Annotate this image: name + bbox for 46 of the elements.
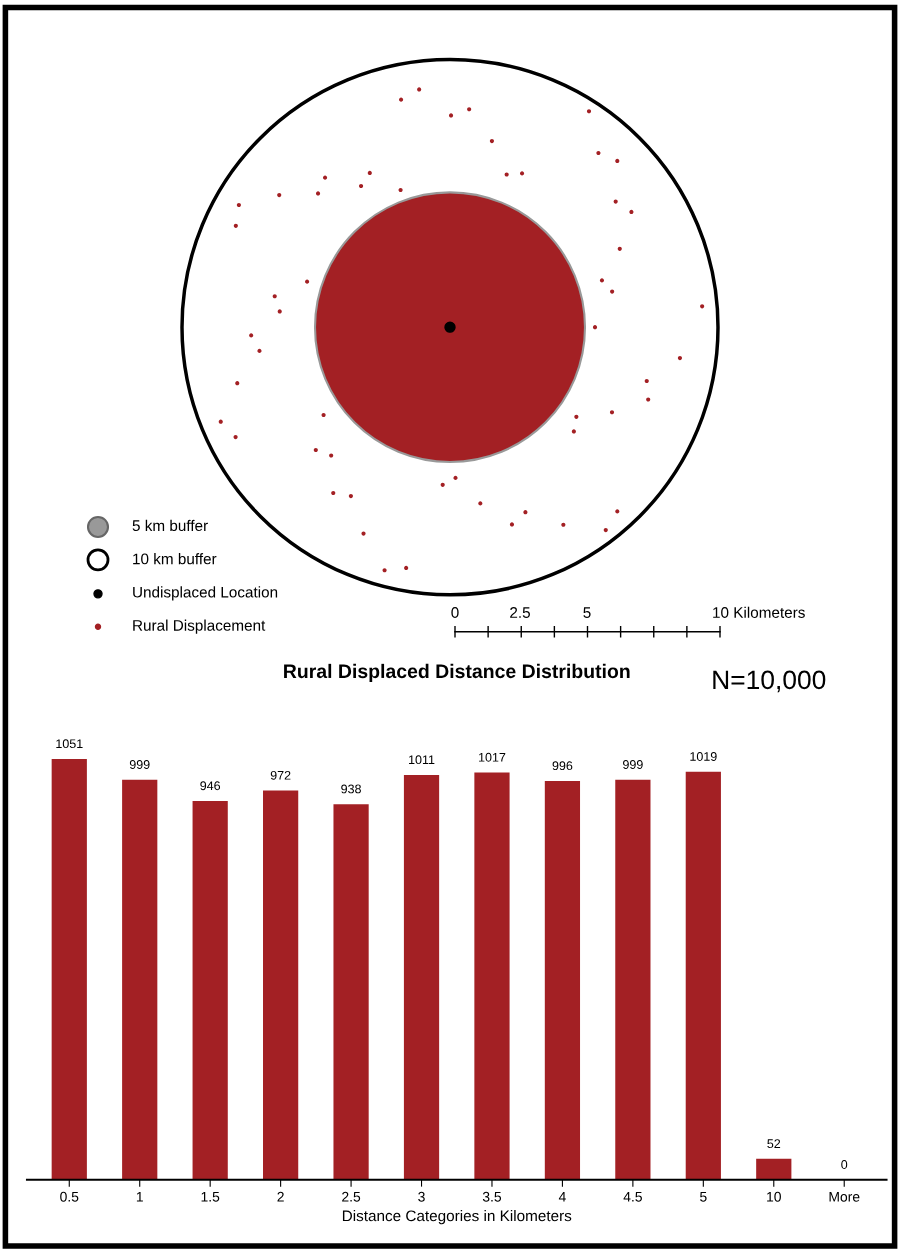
text: 2.5 xyxy=(510,607,530,618)
data-label: 999 xyxy=(129,760,150,769)
x-tick-label: 4 xyxy=(558,1192,566,1202)
data-label: 0 xyxy=(841,1160,848,1169)
text: Rural Displacement xyxy=(133,619,266,634)
data-label: 1051 xyxy=(56,739,83,749)
x-tick-label: 3 xyxy=(418,1191,425,1202)
x-tick-label: 5 xyxy=(700,1192,707,1202)
data-label: 996 xyxy=(552,761,573,771)
x-axis-title: Distance Categories in Kilometers xyxy=(342,1210,572,1225)
bar xyxy=(263,790,299,1180)
x-tick-label: More xyxy=(829,1192,860,1202)
data-label: 938 xyxy=(341,784,361,794)
chart-title: Rural Displaced Distance Distribution xyxy=(284,663,630,682)
bar xyxy=(756,1158,792,1180)
bar xyxy=(122,779,158,1180)
x-tick-label: 10 xyxy=(767,1191,781,1202)
x-tick-label: 1.5 xyxy=(201,1192,220,1202)
text: 5 xyxy=(583,607,591,618)
text: 5 km buffer xyxy=(132,519,208,532)
data-label: 52 xyxy=(767,1139,781,1149)
text: 10 km buffer xyxy=(133,553,217,565)
bar xyxy=(685,771,721,1180)
data-label: 1019 xyxy=(690,752,717,761)
bar xyxy=(544,780,581,1180)
data-label: 1011 xyxy=(409,755,435,765)
data-label: 1017 xyxy=(479,752,506,762)
text: 0 xyxy=(451,607,459,618)
bar xyxy=(51,758,87,1180)
x-tick-label: 2 xyxy=(277,1191,284,1202)
x-tick-label: 2.5 xyxy=(342,1191,361,1202)
bar xyxy=(333,804,369,1180)
data-label: 999 xyxy=(623,760,643,769)
bar xyxy=(192,800,228,1180)
bar xyxy=(403,774,440,1180)
bar xyxy=(474,772,510,1180)
text: 10 Kilometers xyxy=(713,606,805,618)
bar xyxy=(615,779,651,1180)
x-tick-label: 3.5 xyxy=(482,1191,502,1202)
x-tick-label: 0.5 xyxy=(60,1191,79,1202)
data-label: 972 xyxy=(270,770,291,780)
x-tick-label: 4.5 xyxy=(623,1192,642,1202)
text: Undisplaced Location xyxy=(133,586,278,601)
text: N=10,000 xyxy=(713,670,826,693)
x-tick-label: 1 xyxy=(136,1192,143,1202)
data-label: 946 xyxy=(200,781,221,791)
